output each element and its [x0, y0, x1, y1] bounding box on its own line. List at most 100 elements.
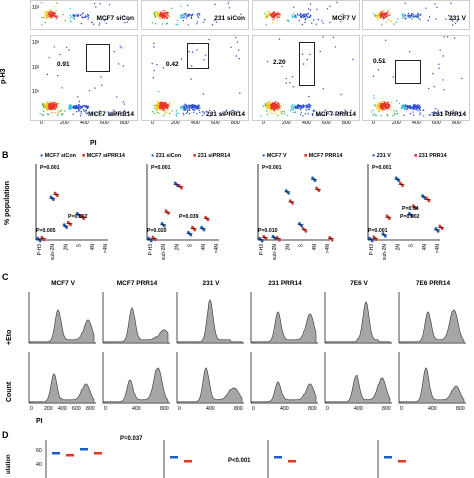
- event-dot: [182, 112, 184, 115]
- event-dot: [311, 113, 314, 116]
- event-dot: [273, 16, 275, 19]
- data-point: [153, 238, 157, 242]
- event-dot: [274, 102, 276, 104]
- event-dot: [413, 114, 415, 116]
- flow-panel: MCF7 PRR14 2.20: [252, 35, 360, 121]
- event-dot: [265, 24, 267, 26]
- data-point: [94, 452, 102, 455]
- event-dot: [46, 73, 49, 76]
- event-dot: [265, 103, 267, 105]
- event-dot: [401, 104, 403, 107]
- event-dot: [54, 11, 56, 14]
- event-dot: [46, 109, 48, 111]
- event-dot: [417, 16, 419, 18]
- event-dot: [294, 16, 296, 19]
- flow-x-axis-title: PI: [90, 140, 97, 147]
- category-tick: sub-2N: [50, 244, 56, 261]
- event-dot: [350, 109, 352, 112]
- event-dot: [276, 12, 278, 15]
- event-dot: [340, 93, 342, 96]
- event-dot: [168, 15, 171, 18]
- event-dot: [86, 107, 88, 109]
- event-dot: [387, 10, 390, 12]
- event-dot: [93, 23, 95, 25]
- data-point: [170, 456, 178, 459]
- data-point: [38, 239, 42, 243]
- event-dot: [400, 107, 403, 110]
- event-dot: [403, 114, 405, 116]
- event-dot: [191, 14, 194, 16]
- event-dot: [403, 108, 406, 111]
- histogram-curve: [251, 311, 317, 344]
- event-dot: [306, 58, 308, 61]
- event-dot: [410, 106, 413, 109]
- event-dot: [46, 15, 49, 17]
- event-dot: [238, 49, 240, 51]
- event-dot: [70, 107, 73, 109]
- event-dot: [160, 105, 163, 108]
- event-dot: [60, 109, 63, 111]
- event-dot: [300, 12, 302, 15]
- event-dot: [412, 15, 414, 17]
- event-dot: [281, 111, 283, 113]
- event-dot: [191, 107, 193, 110]
- panel-d-plot: [267, 440, 296, 478]
- dot-plot-panel: P-H3 sub-2N 2N S 4N >4N ● MCF7 V ■ MCF7 PRR14 P=…: [252, 152, 352, 267]
- flow-y-tick: 10³: [32, 5, 40, 11]
- event-dot: [374, 105, 376, 107]
- event-dot: [85, 113, 88, 115]
- event-dot: [292, 86, 294, 88]
- histogram-title: 7E6 PRR14: [415, 280, 451, 287]
- event-dot: [68, 106, 70, 108]
- event-dot: [377, 69, 380, 71]
- p-value-label: P=0.020: [147, 228, 167, 234]
- p-value-label: P=0.002: [400, 214, 420, 220]
- event-dot: [419, 19, 421, 21]
- event-dot: [340, 112, 342, 115]
- event-dot: [77, 13, 79, 16]
- p-value-label: P=0.04: [402, 206, 419, 212]
- event-dot: [187, 24, 189, 26]
- flow-sample-label: MCF7 siPRR14: [88, 111, 134, 118]
- hist-x-tick: 400: [280, 406, 289, 412]
- event-dot: [380, 12, 383, 14]
- legend-entry-control: ● 231 siCon: [151, 153, 182, 159]
- event-dot: [187, 109, 189, 111]
- event-dot: [213, 19, 216, 22]
- event-dot: [262, 105, 264, 107]
- event-dot: [450, 113, 452, 115]
- event-dot: [185, 13, 187, 15]
- event-dot: [191, 65, 193, 67]
- event-dot: [278, 104, 280, 106]
- event-dot: [384, 15, 387, 17]
- data-point: [52, 452, 60, 455]
- event-dot: [43, 103, 46, 106]
- event-dot: [419, 114, 421, 116]
- event-dot: [302, 63, 305, 65]
- event-dot: [190, 78, 192, 80]
- event-dot: [269, 104, 271, 106]
- event-dot: [159, 17, 161, 19]
- hist-x-tick: 0: [400, 406, 403, 412]
- event-dot: [44, 106, 47, 108]
- panel-d-plot: [45, 440, 102, 478]
- event-dot: [167, 108, 170, 110]
- event-dot: [273, 109, 275, 112]
- event-dot: [42, 104, 44, 106]
- event-dot: [163, 111, 166, 113]
- event-dot: [315, 23, 317, 25]
- event-dot: [187, 4, 189, 6]
- flow-x-tick: 0: [151, 120, 154, 126]
- event-dot: [54, 108, 57, 111]
- event-dot: [53, 103, 56, 105]
- event-dot: [404, 15, 406, 17]
- event-dot: [378, 107, 380, 109]
- event-dot: [306, 16, 308, 18]
- event-dot: [416, 16, 418, 18]
- event-dot: [64, 20, 66, 22]
- event-dot: [123, 15, 126, 18]
- event-dot: [215, 21, 218, 23]
- data-point: [180, 187, 183, 190]
- event-dot: [83, 105, 85, 108]
- event-dot: [419, 107, 421, 109]
